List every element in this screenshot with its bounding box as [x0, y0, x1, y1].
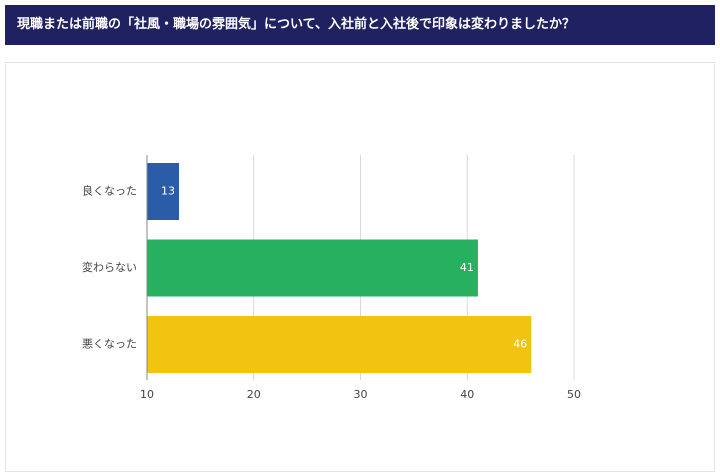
bar	[147, 163, 180, 220]
x-tick-label: 50	[567, 388, 581, 401]
bar	[147, 239, 478, 297]
page: {"chart_data": {"type": "barh", "title":…	[5, 5, 715, 472]
y-tick-label: 変わらない	[82, 260, 137, 274]
x-tick-label: 30	[354, 388, 368, 401]
y-tick-label: 悪くなった	[82, 338, 137, 351]
chart: 10 20 30 40 50 13 良くなった 41 変わらない 46 悪くなった	[82, 155, 581, 401]
x-tick-label: 40	[460, 388, 474, 401]
value-label: 46	[513, 338, 527, 351]
header-title: 現職または前職の「社風・職場の雰囲気」について、入社前と入社後で印象は変わりまし…	[5, 5, 715, 45]
bar	[147, 316, 532, 373]
value-label: 41	[460, 261, 474, 274]
x-tick-label: 10	[140, 388, 154, 401]
y-tick-label: 良くなった	[82, 184, 137, 198]
value-label: 13	[161, 185, 175, 198]
x-tick-label: 20	[247, 388, 261, 401]
